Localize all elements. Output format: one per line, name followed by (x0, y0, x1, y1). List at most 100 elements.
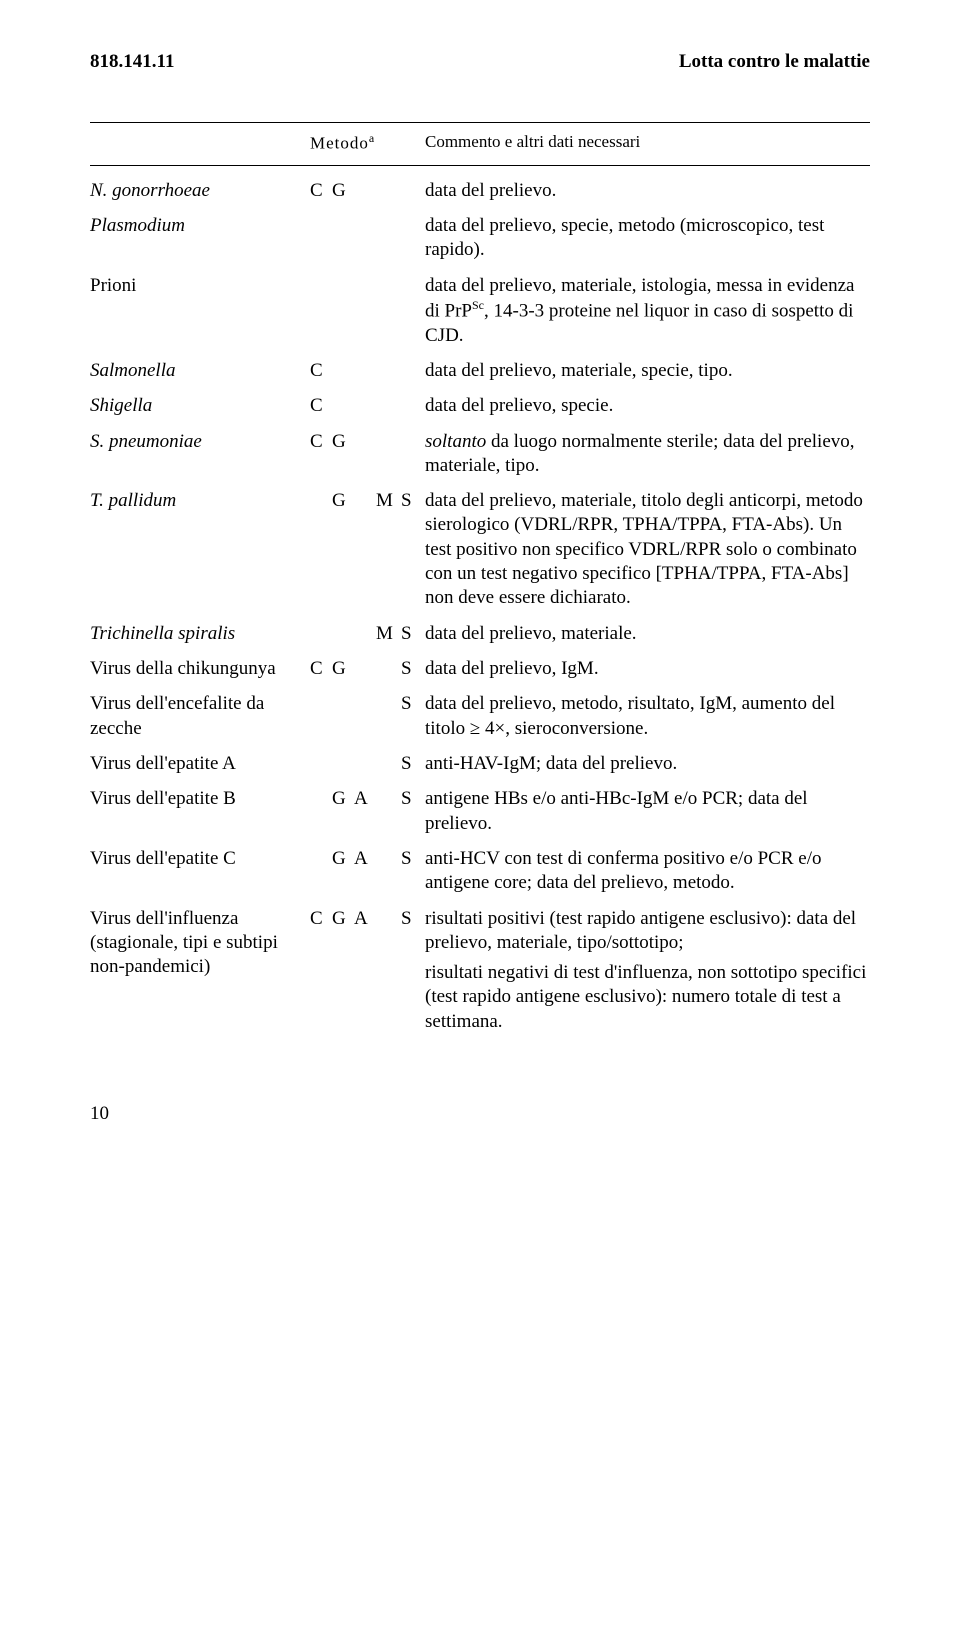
method-c: C (310, 394, 332, 418)
row-method (310, 274, 425, 298)
row-method: S (310, 752, 425, 776)
table-row: Virus dell'epatite A Santi-HAV-IgM; data … (90, 749, 870, 784)
method-c: C (310, 359, 332, 383)
row-name: N. gonorrhoeae (90, 179, 310, 203)
comment-text: data del prelievo, materiale, istologia,… (425, 274, 870, 348)
method-s: S (401, 657, 419, 681)
method-s: S (401, 622, 419, 646)
row-method: GAS (310, 847, 425, 871)
method-c: C (310, 179, 332, 203)
table-row: ShigellaCdata del prelievo, specie. (90, 391, 870, 426)
row-name: Virus dell'epatite A (90, 752, 310, 776)
method-s: S (401, 907, 419, 931)
row-name: Virus dell'epatite C (90, 847, 310, 871)
row-name: S. pneumoniae (90, 430, 310, 454)
th-name (90, 131, 310, 154)
comment-text: anti-HAV-IgM; data del prelievo. (425, 752, 870, 776)
row-method: CG S (310, 657, 425, 681)
row-comment: data del prelievo, IgM. (425, 657, 870, 681)
table-row: Prioni data del prelievo, materiale, isto… (90, 271, 870, 356)
table-row: Virus dell'epatite CGASanti-HCV con test… (90, 844, 870, 904)
row-name: Salmonella (90, 359, 310, 383)
row-name: Virus dell'epatite B (90, 787, 310, 811)
row-name: Prioni (90, 274, 310, 298)
row-name: Virus dell'encefalite da zecche (90, 692, 310, 741)
comment-text: data del prelievo, materiale, specie, ti… (425, 359, 870, 383)
comment-text: data del prelievo, materiale. (425, 622, 870, 646)
method-g: G (332, 179, 354, 203)
method-a: A (354, 907, 376, 931)
header-code: 818.141.11 (90, 50, 174, 74)
page-header: 818.141.11 Lotta contro le malattie (90, 50, 870, 74)
method-c: C (310, 907, 332, 931)
table-row: Virus dell'influenza (stagionale, tipi e… (90, 904, 870, 1043)
comment-text: data del prelievo. (425, 179, 870, 203)
row-name: Shigella (90, 394, 310, 418)
row-comment: antigene HBs e/o anti-HBc-IgM e/o PCR; d… (425, 787, 870, 836)
comment-text: anti-HCV con test di conferma positivo e… (425, 847, 870, 896)
page-number: 10 (90, 1102, 870, 1126)
th-method-sup: a (369, 131, 375, 145)
row-comment: data del prelievo, specie. (425, 394, 870, 418)
row-comment: data del prelievo, materiale, specie, ti… (425, 359, 870, 383)
comment-text: risultati negativi di test d'influenza, … (425, 961, 870, 1034)
table-row: S. pneumoniaeCGsoltanto da luogo normalm… (90, 427, 870, 487)
method-a: A (354, 847, 376, 871)
row-comment: data del prelievo, materiale, titolo deg… (425, 489, 870, 611)
method-s: S (401, 692, 419, 716)
th-comment: Commento e altri dati necessari (425, 131, 870, 154)
row-method: MS (310, 622, 425, 646)
row-name: Trichinella spiralis (90, 622, 310, 646)
row-comment: data del prelievo, metodo, risultato, Ig… (425, 692, 870, 741)
table-row: N. gonorrhoeaeCGdata del prelievo. (90, 176, 870, 211)
table-header: Metodoa Commento e altri dati necessari (90, 122, 870, 165)
row-comment: data del prelievo, materiale. (425, 622, 870, 646)
row-comment: data del prelievo, specie, metodo (micro… (425, 214, 870, 263)
comment-text: data del prelievo, metodo, risultato, Ig… (425, 692, 870, 741)
row-method: S (310, 692, 425, 716)
table-row: Plasmodiumdata del prelievo, specie, met… (90, 211, 870, 271)
comment-text: data del prelievo, IgM. (425, 657, 870, 681)
table-row: Virus dell'encefalite da zecche Sdata del… (90, 689, 870, 749)
method-g: G (332, 657, 354, 681)
row-name: T. pallidum (90, 489, 310, 513)
method-s: S (401, 847, 419, 871)
comment-text: data del prelievo, specie, metodo (micro… (425, 214, 870, 263)
row-comment: soltanto da luogo normalmente sterile; d… (425, 430, 870, 479)
row-method: CG (310, 179, 425, 203)
row-method: CGA S (310, 907, 425, 931)
method-g: G (332, 787, 354, 811)
table-row: SalmonellaCdata del prelievo, materiale,… (90, 356, 870, 391)
method-m: M (376, 622, 401, 646)
row-method: GAS (310, 787, 425, 811)
row-name: Virus della chikungunya (90, 657, 310, 681)
comment-text: soltanto da luogo normalmente sterile; d… (425, 430, 870, 479)
row-method: GMS (310, 489, 425, 513)
row-method: CG (310, 430, 425, 454)
method-g: G (332, 907, 354, 931)
method-c: C (310, 657, 332, 681)
table-body: N. gonorrhoeaeCGdata del prelievo.Plasmo… (90, 176, 870, 1042)
method-g: G (332, 489, 354, 513)
comment-text: data del prelievo, materiale, titolo deg… (425, 489, 870, 611)
th-method-text: Metodo (310, 134, 369, 153)
row-method: C (310, 394, 425, 418)
comment-text: antigene HBs e/o anti-HBc-IgM e/o PCR; d… (425, 787, 870, 836)
method-s: S (401, 752, 419, 776)
method-g: G (332, 430, 354, 454)
table-row: Virus dell'epatite BGASantigene HBs e/o … (90, 784, 870, 844)
method-m: M (376, 489, 401, 513)
row-comment: risultati positivi (test rapido antigene… (425, 907, 870, 1035)
table-row: Trichinella spiralisMSdata del prelievo,… (90, 619, 870, 654)
table-row: T. pallidumGMSdata del prelievo, materia… (90, 486, 870, 619)
row-comment: anti-HCV con test di conferma positivo e… (425, 847, 870, 896)
row-comment: data del prelievo, materiale, istologia,… (425, 274, 870, 348)
method-s: S (401, 489, 419, 513)
row-comment: data del prelievo. (425, 179, 870, 203)
method-s: S (401, 787, 419, 811)
row-comment: anti-HAV-IgM; data del prelievo. (425, 752, 870, 776)
row-name: Virus dell'influenza (stagionale, tipi e… (90, 907, 310, 980)
row-method (310, 214, 425, 238)
method-c: C (310, 430, 332, 454)
table-row: Virus della chikungunyaCG Sdata del preli… (90, 654, 870, 689)
